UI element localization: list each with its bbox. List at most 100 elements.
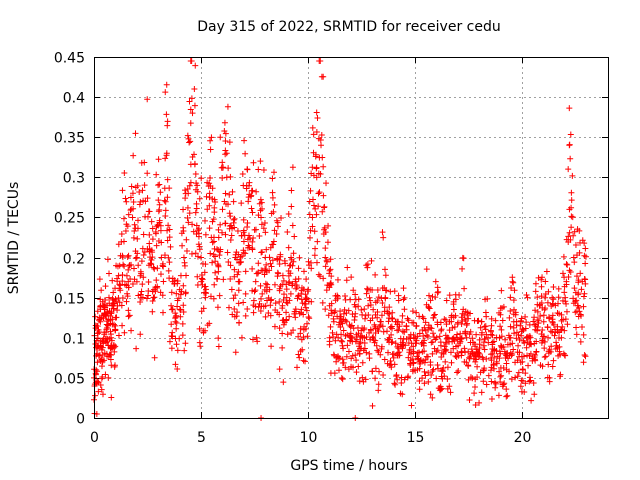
data-point [294,364,301,371]
data-point [182,289,189,296]
data-point [228,232,235,239]
data-point [379,229,386,236]
data-point [469,335,476,342]
data-point [305,258,312,265]
data-point [421,359,428,366]
data-point [530,318,537,325]
data-point [271,281,278,288]
data-point [196,195,203,202]
data-point [150,264,157,271]
data-point [421,368,428,375]
data-point [143,295,150,302]
data-point [389,309,396,316]
data-point [464,320,471,327]
data-point [333,354,340,361]
data-point [123,272,130,279]
data-point [557,373,564,380]
data-point [186,210,193,217]
data-point [313,174,320,181]
data-point [416,365,423,372]
data-point [454,331,461,338]
data-point [495,392,502,399]
data-point [288,187,295,194]
data-point [427,324,434,331]
data-point [183,248,190,255]
data-point [368,257,375,264]
data-point [164,118,171,125]
data-point [503,360,510,367]
data-point [303,295,310,302]
data-point [476,399,483,406]
data-point [302,300,309,307]
data-point [242,250,249,257]
data-point [371,339,378,346]
data-point [375,387,382,394]
data-point [328,281,335,288]
data-point [228,222,235,229]
data-point [456,340,463,347]
data-point [429,350,436,357]
data-point [503,386,510,393]
data-point [201,217,208,224]
data-point [422,319,429,326]
data-point [335,334,342,341]
data-point [120,215,127,222]
data-point [121,329,128,336]
data-point [131,228,138,235]
data-point [423,353,430,360]
data-point [242,268,249,275]
data-point [497,323,504,330]
data-point [566,229,573,236]
data-point [174,365,181,372]
data-point [532,288,539,295]
data-point [148,261,155,268]
data-point [227,213,234,220]
data-point [573,273,580,280]
data-point [515,331,522,338]
data-point [480,378,487,385]
chart-title: Day 315 of 2022, SRMTID for receiver ced… [197,19,500,35]
data-point [431,311,438,318]
data-point [434,347,441,354]
data-point [359,374,366,381]
data-point [500,344,507,351]
data-point [575,279,582,286]
data-point [524,352,531,359]
data-point [151,294,158,301]
data-point [451,323,458,330]
data-point [483,355,490,362]
data-point [314,238,321,245]
data-point [179,320,186,327]
data-point [153,277,160,284]
data-point [252,278,259,285]
data-point [493,360,500,367]
data-point [251,288,258,295]
data-point [427,297,434,304]
data-point [328,273,335,280]
data-point [351,316,358,323]
data-point [461,316,468,323]
data-point [295,351,302,358]
data-point [396,349,403,356]
data-point [472,402,479,409]
data-point [416,378,423,385]
data-point [104,338,111,345]
data-point [149,297,156,304]
data-point [349,352,356,359]
data-point [239,253,246,260]
data-point [144,213,151,220]
data-point [338,374,345,381]
data-point [361,334,368,341]
data-point [459,265,466,272]
data-point [295,333,302,340]
data-point [95,326,102,333]
data-point [202,261,209,268]
data-point [405,373,412,380]
data-point [549,363,556,370]
data-point [182,195,189,202]
data-point [116,299,123,306]
data-point [507,294,514,301]
data-point [319,154,326,161]
data-point [443,321,450,328]
data-point [355,303,362,310]
